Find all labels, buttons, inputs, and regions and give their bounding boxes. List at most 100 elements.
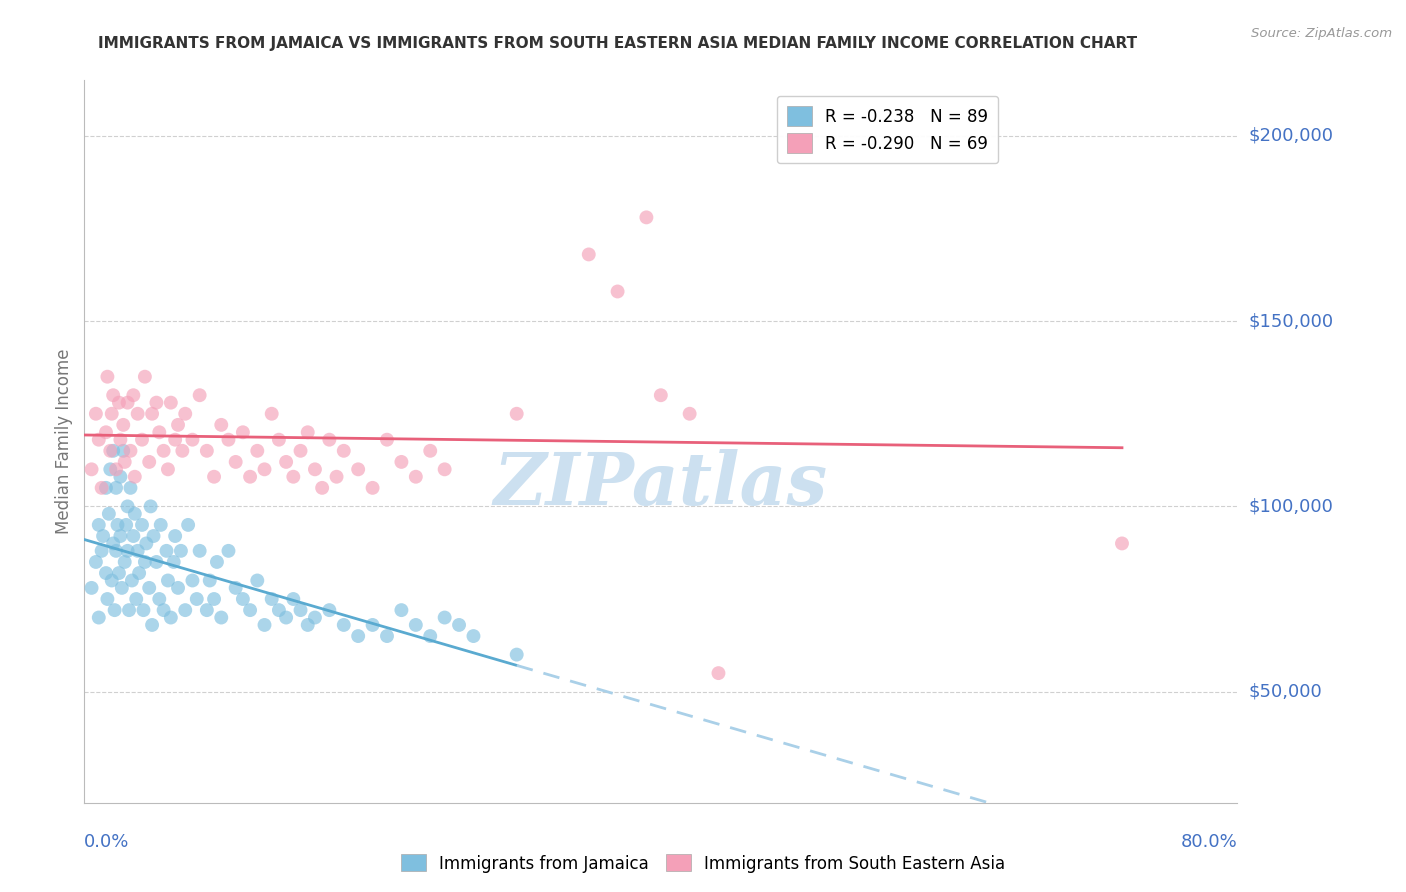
Point	[118, 603, 141, 617]
Point	[127, 544, 149, 558]
Point	[172, 443, 194, 458]
Point	[218, 433, 240, 447]
Point	[375, 629, 398, 643]
Point	[260, 407, 283, 421]
Point	[138, 581, 160, 595]
Point	[276, 455, 298, 469]
Point	[347, 462, 370, 476]
Point	[155, 544, 177, 558]
Point	[225, 581, 247, 595]
Point	[361, 481, 384, 495]
Point	[149, 517, 172, 532]
Point	[84, 407, 107, 421]
Point	[110, 433, 132, 447]
Point	[108, 395, 131, 409]
Point	[160, 395, 183, 409]
Point	[105, 481, 128, 495]
Text: $150,000: $150,000	[1249, 312, 1333, 330]
Point	[177, 517, 200, 532]
Point	[80, 581, 103, 595]
Point	[205, 555, 228, 569]
Point	[405, 469, 427, 483]
Text: $50,000: $50,000	[1249, 682, 1322, 700]
Point	[167, 581, 190, 595]
Point	[128, 566, 150, 580]
Point	[290, 603, 312, 617]
Point	[152, 603, 174, 617]
Point	[156, 574, 179, 588]
Point	[311, 481, 333, 495]
Point	[120, 481, 142, 495]
Point	[112, 417, 135, 432]
Point	[304, 610, 326, 624]
Point	[318, 433, 340, 447]
Text: Source: ZipAtlas.com: Source: ZipAtlas.com	[1251, 27, 1392, 40]
Point	[283, 469, 305, 483]
Point	[105, 462, 128, 476]
Point	[165, 529, 187, 543]
Point	[105, 544, 128, 558]
Point	[152, 443, 174, 458]
Point	[96, 592, 118, 607]
Text: $200,000: $200,000	[1249, 127, 1333, 145]
Point	[195, 603, 218, 617]
Point	[103, 443, 124, 458]
Point	[239, 603, 262, 617]
Point	[202, 592, 225, 607]
Point	[391, 455, 413, 469]
Point	[419, 629, 441, 643]
Point	[267, 603, 290, 617]
Point	[156, 462, 179, 476]
Point	[650, 388, 672, 402]
Point	[606, 285, 628, 299]
Point	[347, 629, 370, 643]
Point	[141, 618, 163, 632]
Point	[198, 574, 221, 588]
Point	[112, 443, 135, 458]
Point	[138, 455, 160, 469]
Point	[117, 500, 139, 514]
Point	[100, 407, 122, 421]
Point	[463, 629, 485, 643]
Point	[260, 592, 283, 607]
Point	[449, 618, 471, 632]
Text: 80.0%: 80.0%	[1181, 833, 1237, 851]
Point	[419, 443, 441, 458]
Point	[1111, 536, 1133, 550]
Point	[139, 500, 162, 514]
Text: $100,000: $100,000	[1249, 498, 1333, 516]
Point	[104, 603, 127, 617]
Point	[127, 407, 149, 421]
Point	[142, 529, 165, 543]
Point	[578, 247, 600, 261]
Point	[253, 618, 276, 632]
Point	[132, 603, 155, 617]
Point	[506, 407, 529, 421]
Text: IMMIGRANTS FROM JAMAICA VS IMMIGRANTS FROM SOUTH EASTERN ASIA MEDIAN FAMILY INCO: IMMIGRANTS FROM JAMAICA VS IMMIGRANTS FR…	[98, 36, 1137, 51]
Point	[90, 544, 112, 558]
Point	[98, 462, 121, 476]
Point	[267, 433, 290, 447]
Point	[134, 369, 156, 384]
Point	[117, 395, 139, 409]
Point	[636, 211, 658, 225]
Point	[145, 395, 167, 409]
Point	[707, 666, 730, 681]
Point	[110, 469, 132, 483]
Point	[246, 443, 269, 458]
Legend: Immigrants from Jamaica, Immigrants from South Eastern Asia: Immigrants from Jamaica, Immigrants from…	[394, 847, 1012, 880]
Point	[679, 407, 702, 421]
Point	[94, 481, 117, 495]
Point	[174, 603, 197, 617]
Text: ZIPatlas: ZIPatlas	[494, 450, 828, 520]
Point	[94, 425, 117, 440]
Point	[87, 433, 110, 447]
Y-axis label: Median Family Income: Median Family Income	[55, 349, 73, 534]
Point	[148, 425, 170, 440]
Point	[170, 544, 193, 558]
Point	[124, 507, 146, 521]
Legend: R = -0.238   N = 89, R = -0.290   N = 69: R = -0.238 N = 89, R = -0.290 N = 69	[778, 95, 998, 163]
Point	[375, 433, 398, 447]
Point	[141, 407, 163, 421]
Point	[115, 517, 138, 532]
